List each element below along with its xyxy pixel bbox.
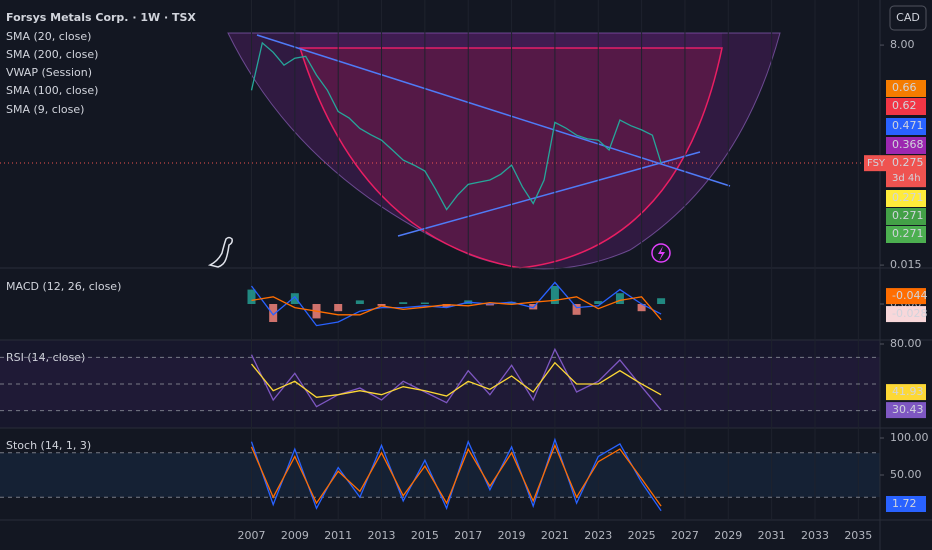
price-label: 0.471: [892, 119, 924, 132]
histogram-bar: [334, 304, 343, 312]
logo-icon: [207, 236, 233, 268]
symbol-tag: [864, 155, 886, 172]
price-label: 0.62: [892, 99, 917, 112]
histogram-bar: [290, 293, 299, 304]
price-label-tag: [886, 98, 926, 115]
x-tick-label: 2033: [801, 529, 829, 542]
histogram-bar: [485, 304, 494, 306]
symbol-title: Forsys Metals Corp. · 1W · TSX: [6, 11, 196, 24]
series-line: [250, 361, 662, 398]
y-tick-label: 8.00: [890, 38, 915, 51]
value-tag: [886, 496, 926, 512]
trendline: [397, 151, 701, 237]
price-tag-label: 0.275: [892, 156, 924, 169]
indicator-legend[interactable]: SMA (9, close): [6, 103, 84, 116]
price-label-tag: [886, 208, 926, 225]
x-tick-label: 2019: [498, 529, 526, 542]
price-label-tag: [886, 80, 926, 97]
histogram-bar: [507, 301, 516, 304]
histogram-bar: [637, 304, 646, 312]
x-tick-label: 2009: [281, 529, 309, 542]
price-label: 0.66: [892, 81, 917, 94]
value-tag-label: 1.72: [892, 497, 917, 510]
value-tag-label: -0.044: [892, 289, 927, 302]
price-label-tag: [886, 137, 926, 154]
price-label: 0.271: [892, 227, 924, 240]
price-label: 0.271: [892, 209, 924, 222]
y-tick-label: 80.00: [890, 337, 922, 350]
price-label-tag: [886, 118, 926, 135]
stoch-band: [0, 453, 880, 497]
price-label: 0.271: [892, 191, 924, 204]
x-tick-label: 2015: [411, 529, 439, 542]
indicator-legend[interactable]: VWAP (Session): [6, 66, 92, 79]
indicator-legend[interactable]: SMA (100, close): [6, 84, 98, 97]
histogram-bar: [594, 301, 603, 304]
histogram-bar: [615, 293, 624, 304]
histogram-bar: [269, 304, 278, 322]
y-tick-label: 100.00: [890, 431, 929, 444]
series-line: [250, 443, 662, 507]
x-tick-label: 2023: [584, 529, 612, 542]
histogram-bar: [550, 286, 559, 304]
series-line: [250, 347, 662, 411]
x-tick-label: 2029: [714, 529, 742, 542]
lightning-icon[interactable]: [651, 243, 671, 263]
histogram-bar: [657, 298, 666, 304]
price-label-tag: [886, 226, 926, 243]
series-line: [251, 296, 662, 321]
series-line: [250, 41, 662, 211]
x-tick-label: 2011: [324, 529, 352, 542]
y-tick-label: 0.015: [890, 258, 922, 271]
x-tick-label: 2027: [671, 529, 699, 542]
histogram-bar: [377, 304, 386, 306]
histogram-bar: [355, 300, 364, 304]
x-tick-label: 2021: [541, 529, 569, 542]
value-tag: [886, 306, 926, 323]
x-tick-label: 2035: [844, 529, 872, 542]
indicator-legend[interactable]: SMA (20, close): [6, 30, 91, 43]
histogram-bar: [420, 302, 429, 304]
indicator-title[interactable]: MACD (12, 26, close): [6, 280, 121, 293]
value-tag-label: 30.43: [892, 403, 924, 416]
price-label: 0.368: [892, 138, 924, 151]
indicator-title[interactable]: RSI (14, close): [6, 351, 85, 364]
histogram-bar: [247, 289, 256, 304]
value-tag-label: 41.93: [892, 385, 924, 398]
histogram-bar: [572, 304, 581, 315]
price-label-tag: [886, 190, 926, 207]
x-tick-label: 2031: [758, 529, 786, 542]
value-tag: [886, 288, 926, 305]
symbol-tag-label: FSY: [867, 158, 886, 169]
x-tick-label: 2007: [238, 529, 266, 542]
x-tick-label: 2017: [454, 529, 482, 542]
histogram-bar: [399, 302, 408, 304]
indicator-title[interactable]: Stoch (14, 1, 3): [6, 439, 91, 452]
trendline: [256, 34, 731, 187]
countdown: 3d 4h: [892, 173, 921, 184]
cup-rim: [300, 33, 722, 48]
y-tick-label: 50.00: [890, 468, 922, 481]
x-tick-label: 2025: [628, 529, 656, 542]
histogram-bar: [442, 304, 451, 307]
value-tag-label: -0.028: [892, 307, 927, 320]
x-tick-label: 2013: [368, 529, 396, 542]
value-tag: [886, 402, 926, 419]
currency[interactable]: CAD: [896, 11, 920, 24]
value-tag: [886, 384, 926, 401]
price-tag: [886, 155, 926, 188]
indicator-legend[interactable]: SMA (200, close): [6, 48, 98, 61]
currency-button[interactable]: [889, 5, 927, 31]
